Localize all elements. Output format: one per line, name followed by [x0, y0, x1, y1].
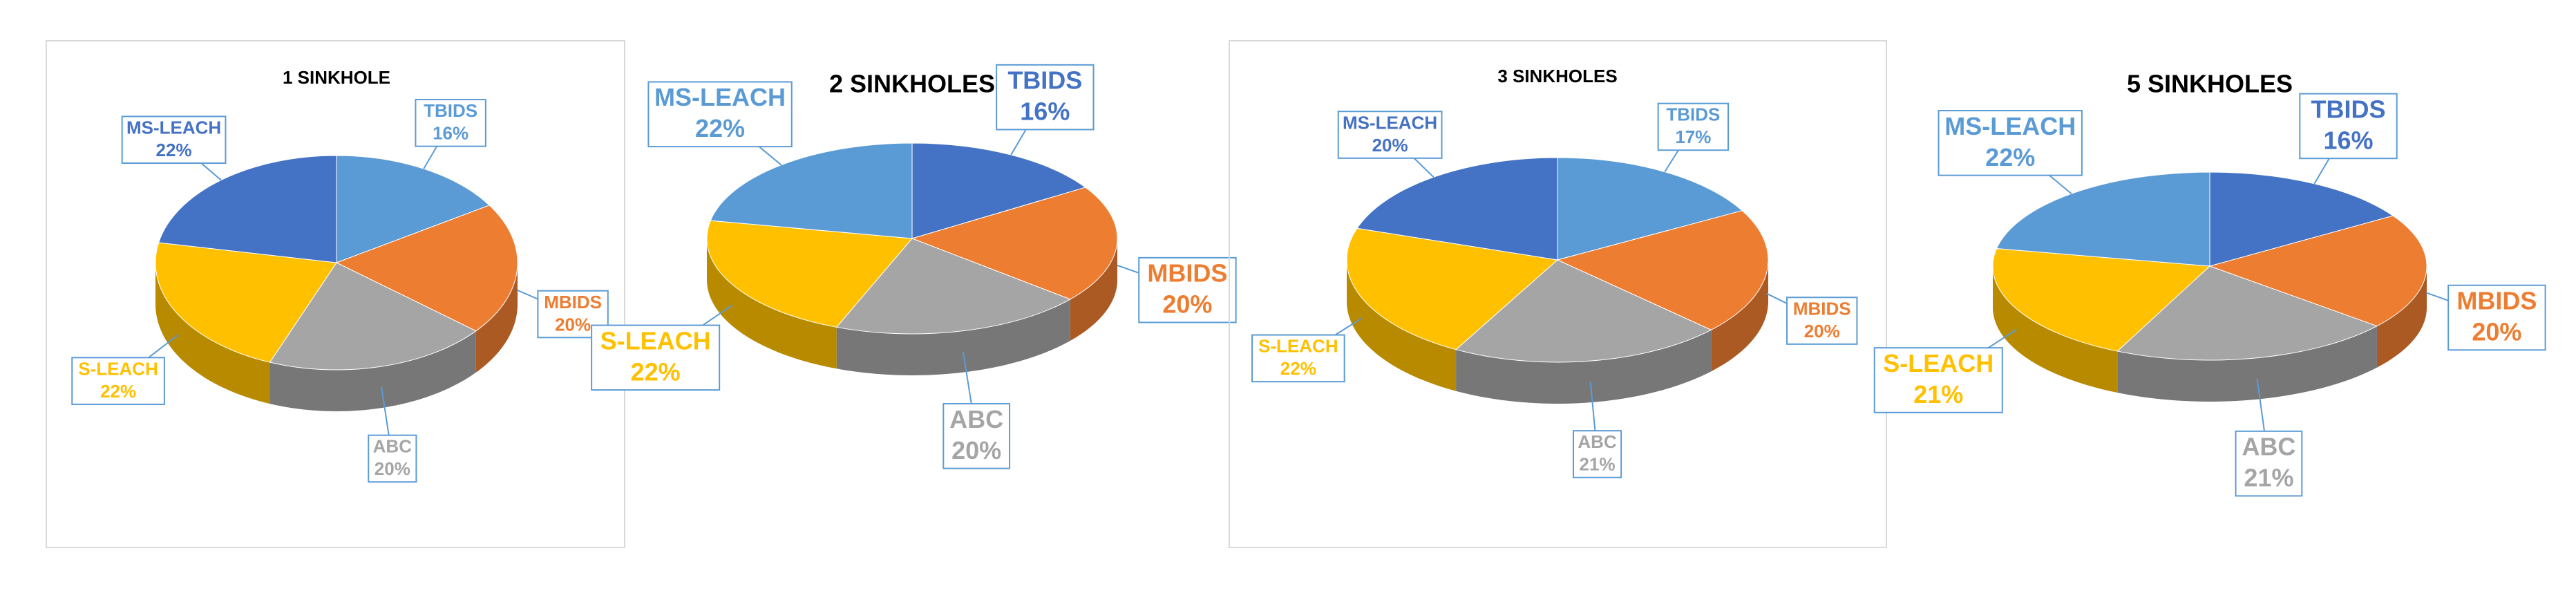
- value-label: 21%: [1913, 380, 1963, 409]
- value-label: 16%: [433, 123, 468, 144]
- slice: [155, 242, 337, 363]
- category-label: S-LEACH: [1258, 336, 1338, 357]
- value-label: 20%: [1162, 290, 1212, 319]
- slice: [710, 142, 913, 239]
- value-label: 21%: [2244, 464, 2293, 492]
- label-box: [1786, 297, 1858, 345]
- slice: [1992, 247, 2211, 352]
- category-label: MS-LEACH: [1944, 112, 2076, 140]
- label-box: [1251, 334, 1345, 383]
- slice: [1557, 157, 1743, 261]
- label-box: [591, 324, 721, 391]
- slice: [269, 262, 477, 371]
- slice: [835, 238, 1072, 335]
- slice: [1346, 227, 1559, 350]
- value-label: 22%: [1280, 358, 1316, 379]
- slice: [335, 205, 518, 332]
- slice: [2116, 265, 2378, 361]
- chart-frame: [46, 40, 625, 548]
- category-label: TBIDS: [1666, 104, 1720, 125]
- slice-side: [475, 263, 518, 373]
- slice: [706, 220, 913, 328]
- slice-side: [1993, 266, 2118, 393]
- slice-side: [269, 330, 476, 411]
- category-label: MS-LEACH: [126, 118, 221, 138]
- label-box: [647, 81, 793, 148]
- chart-title: 3 SINKHOLES: [1497, 66, 1617, 86]
- value-label: 22%: [631, 357, 681, 386]
- value-label: 20%: [1372, 135, 1408, 156]
- label-box: [71, 357, 165, 405]
- category-label: ABC: [1578, 431, 1617, 452]
- value-label: 20%: [1804, 321, 1840, 341]
- slice: [1455, 259, 1712, 363]
- value-label: 22%: [156, 140, 192, 160]
- label-box: [1657, 102, 1730, 151]
- category-label: TBIDS: [2311, 95, 2386, 123]
- chart-title: 5 SINKHOLES: [2127, 70, 2293, 98]
- category-label: TBIDS: [424, 100, 477, 121]
- category-label: MS-LEACH: [1343, 112, 1437, 133]
- value-label: 20%: [2472, 317, 2521, 346]
- value-label: 17%: [1675, 126, 1711, 147]
- slice: [911, 187, 1118, 300]
- slice: [1356, 157, 1558, 261]
- label-box: [2299, 93, 2398, 160]
- category-label: MBIDS: [2456, 286, 2537, 315]
- value-label: 20%: [375, 458, 410, 479]
- category-label: MBIDS: [1793, 298, 1851, 319]
- value-label: 20%: [951, 436, 1001, 465]
- slice: [2208, 215, 2427, 327]
- category-label: ABC: [373, 436, 413, 457]
- slice-side: [1456, 330, 1712, 404]
- category-label: ABC: [949, 405, 1003, 433]
- label-box: [2235, 430, 2303, 497]
- category-label: TBIDS: [1007, 66, 1082, 95]
- slice-side: [1711, 260, 1768, 372]
- label-box: [368, 434, 417, 483]
- category-label: MBIDS: [544, 292, 602, 312]
- label-box: [121, 115, 227, 165]
- slice-side: [1070, 238, 1117, 341]
- label-box: [943, 403, 1011, 469]
- category-label: MBIDS: [1147, 259, 1227, 288]
- label-box: [996, 64, 1095, 131]
- slice: [336, 155, 491, 263]
- value-label: 22%: [100, 381, 136, 402]
- slice-side: [1347, 260, 1457, 391]
- value-label: 21%: [1580, 454, 1616, 475]
- slice-side: [836, 299, 1070, 375]
- label-box: [415, 99, 486, 147]
- slice-side: [707, 238, 837, 369]
- slice: [158, 155, 337, 263]
- slice: [911, 142, 1086, 239]
- value-label: 22%: [695, 114, 745, 142]
- label-box: [1572, 430, 1622, 478]
- category-label: MS-LEACH: [654, 83, 786, 111]
- category-label: ABC: [2242, 433, 2295, 461]
- value-label: 16%: [2323, 126, 2373, 154]
- category-label: S-LEACH: [78, 358, 158, 379]
- slice-side: [2117, 326, 2377, 402]
- category-label: S-LEACH: [600, 326, 711, 355]
- chart-frame: [1229, 40, 1887, 548]
- label-box: [1337, 111, 1443, 159]
- slice-side: [155, 263, 270, 404]
- value-label: 22%: [1985, 143, 2035, 171]
- label-box: [1138, 256, 1237, 324]
- category-label: S-LEACH: [1883, 349, 1993, 377]
- slice: [1556, 210, 1769, 330]
- chart-title: 1 SINKHOLE: [283, 67, 390, 88]
- label-box: [1873, 347, 2003, 413]
- value-label: 20%: [555, 314, 591, 335]
- slice-side: [2376, 266, 2427, 368]
- value-label: 16%: [1020, 97, 1070, 126]
- label-box: [2447, 284, 2546, 351]
- chart-title: 2 SINKHOLES: [829, 70, 995, 98]
- label-box: [1938, 110, 2083, 176]
